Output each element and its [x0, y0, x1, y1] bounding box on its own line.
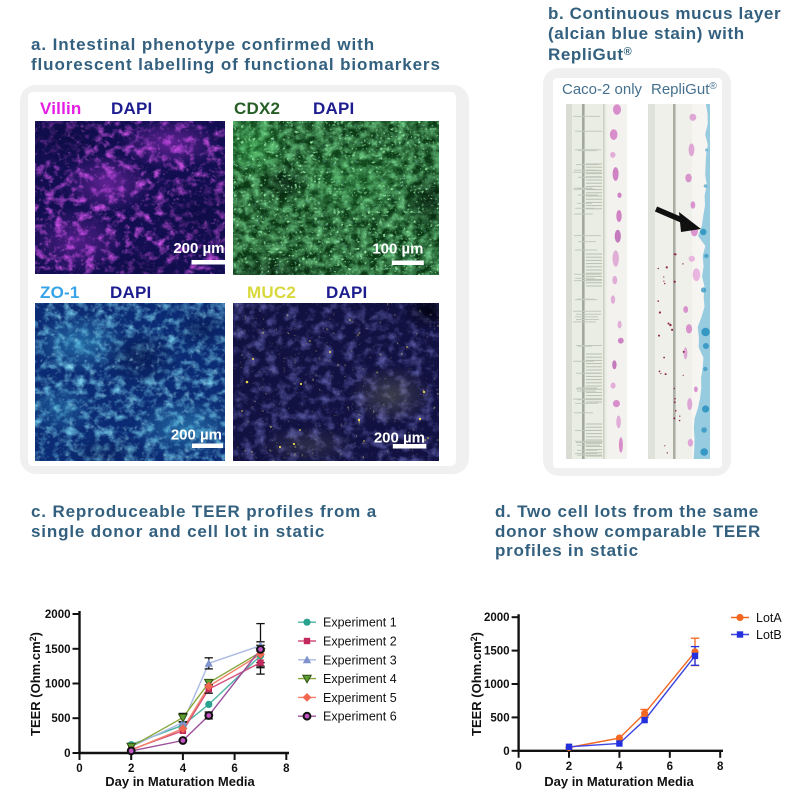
svg-text:8: 8 — [717, 761, 724, 773]
svg-text:500: 500 — [51, 713, 70, 725]
svg-text:Experiment 2: Experiment 2 — [323, 635, 397, 649]
svg-text:1000: 1000 — [484, 679, 510, 691]
svg-text:Experiment 3: Experiment 3 — [323, 653, 397, 667]
svg-text:200 µm: 200 µm — [374, 430, 425, 447]
svg-text:1500: 1500 — [484, 646, 510, 658]
svg-text:0: 0 — [503, 746, 509, 758]
svg-text:LotA: LotA — [756, 611, 782, 625]
svg-text:8: 8 — [283, 763, 290, 775]
svg-text:4: 4 — [180, 763, 187, 775]
svg-text:Experiment 6: Experiment 6 — [323, 710, 397, 724]
svg-text:100 µm: 100 µm — [372, 241, 423, 258]
svg-text:Day in Maturation Media: Day in Maturation Media — [544, 774, 694, 789]
svg-text:LotB: LotB — [756, 628, 782, 642]
svg-text:Experiment 4: Experiment 4 — [323, 672, 397, 686]
svg-text:1500: 1500 — [45, 644, 71, 656]
svg-text:200 µm: 200 µm — [173, 240, 224, 257]
svg-text:TEER (Ohm.cm2): TEER (Ohm.cm2) — [469, 632, 484, 736]
svg-text:1000: 1000 — [45, 679, 71, 691]
svg-text:6: 6 — [231, 763, 237, 775]
svg-text:TEER (Ohm.cm2): TEER (Ohm.cm2) — [28, 632, 43, 736]
svg-text:0: 0 — [515, 761, 521, 773]
svg-text:0: 0 — [64, 748, 70, 760]
svg-text:6: 6 — [667, 761, 673, 773]
svg-text:2000: 2000 — [45, 609, 71, 621]
svg-text:2: 2 — [128, 763, 134, 775]
svg-text:Experiment 5: Experiment 5 — [323, 691, 397, 705]
svg-text:2000: 2000 — [484, 612, 510, 624]
svg-text:200 µm: 200 µm — [171, 427, 222, 444]
svg-text:Experiment 1: Experiment 1 — [323, 616, 397, 630]
svg-text:4: 4 — [616, 761, 623, 773]
svg-text:2: 2 — [566, 761, 572, 773]
svg-text:0: 0 — [76, 763, 82, 775]
svg-text:Day in Maturation Media: Day in Maturation Media — [105, 774, 255, 789]
svg-text:500: 500 — [490, 712, 509, 724]
